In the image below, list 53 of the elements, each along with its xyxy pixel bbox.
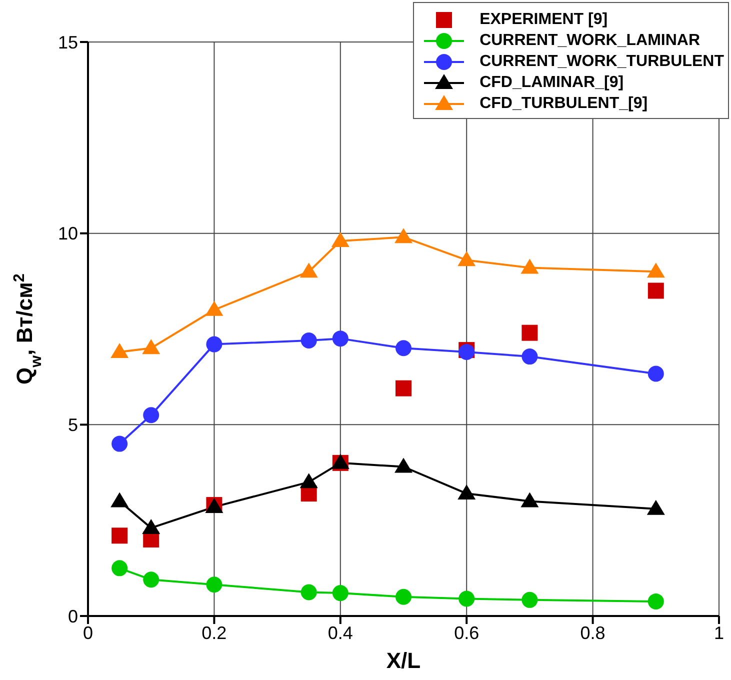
x-tick-label: 0.6 xyxy=(454,622,480,643)
point xyxy=(396,340,412,356)
x-tick-label: 1 xyxy=(714,622,724,643)
point xyxy=(458,251,476,266)
point xyxy=(206,336,222,352)
point xyxy=(520,492,539,508)
point xyxy=(458,484,476,500)
point xyxy=(648,366,664,382)
point xyxy=(300,332,317,348)
legend-label: CURRENT_WORK_TURBULENT xyxy=(480,52,724,70)
point xyxy=(520,258,539,274)
point xyxy=(205,300,224,316)
point xyxy=(110,342,129,358)
point xyxy=(143,407,160,424)
point xyxy=(110,492,129,508)
point xyxy=(646,262,665,278)
x-tick-label: 0.2 xyxy=(202,622,227,643)
point xyxy=(522,324,538,341)
point xyxy=(646,500,665,515)
point xyxy=(522,348,538,365)
legend-label: CFD_LAMINAR_[9] xyxy=(480,74,624,92)
legend-label: EXPERIMENT [9] xyxy=(480,10,608,28)
point xyxy=(112,436,128,452)
point xyxy=(332,330,348,347)
point xyxy=(300,473,318,488)
point xyxy=(648,282,664,299)
point xyxy=(142,339,160,354)
point xyxy=(394,228,412,244)
y-tick-label: 0 xyxy=(68,606,78,626)
point xyxy=(142,518,160,534)
y-tick-label: 15 xyxy=(58,32,78,52)
x-axis-title: X/L xyxy=(386,648,421,673)
legend-label: CURRENT_WORK_LAMINAR xyxy=(480,32,700,50)
x-tick-label: 0.4 xyxy=(328,622,353,643)
point xyxy=(458,590,475,607)
y-tick-label: 5 xyxy=(68,415,78,436)
point xyxy=(300,584,317,600)
point xyxy=(300,262,318,278)
point xyxy=(332,585,348,602)
point xyxy=(206,576,222,593)
legend-label: CFD_TURBULENT_[9] xyxy=(480,94,648,112)
point xyxy=(112,560,128,576)
point xyxy=(394,458,412,473)
point xyxy=(331,232,350,247)
point xyxy=(396,588,412,605)
y-tick-label: 10 xyxy=(58,224,78,244)
point xyxy=(143,572,160,588)
x-tick-label: 0.8 xyxy=(580,622,606,643)
point xyxy=(112,528,128,544)
point xyxy=(522,592,538,608)
point xyxy=(648,593,664,610)
point xyxy=(396,380,412,396)
x-tick-label: 0 xyxy=(82,622,94,643)
